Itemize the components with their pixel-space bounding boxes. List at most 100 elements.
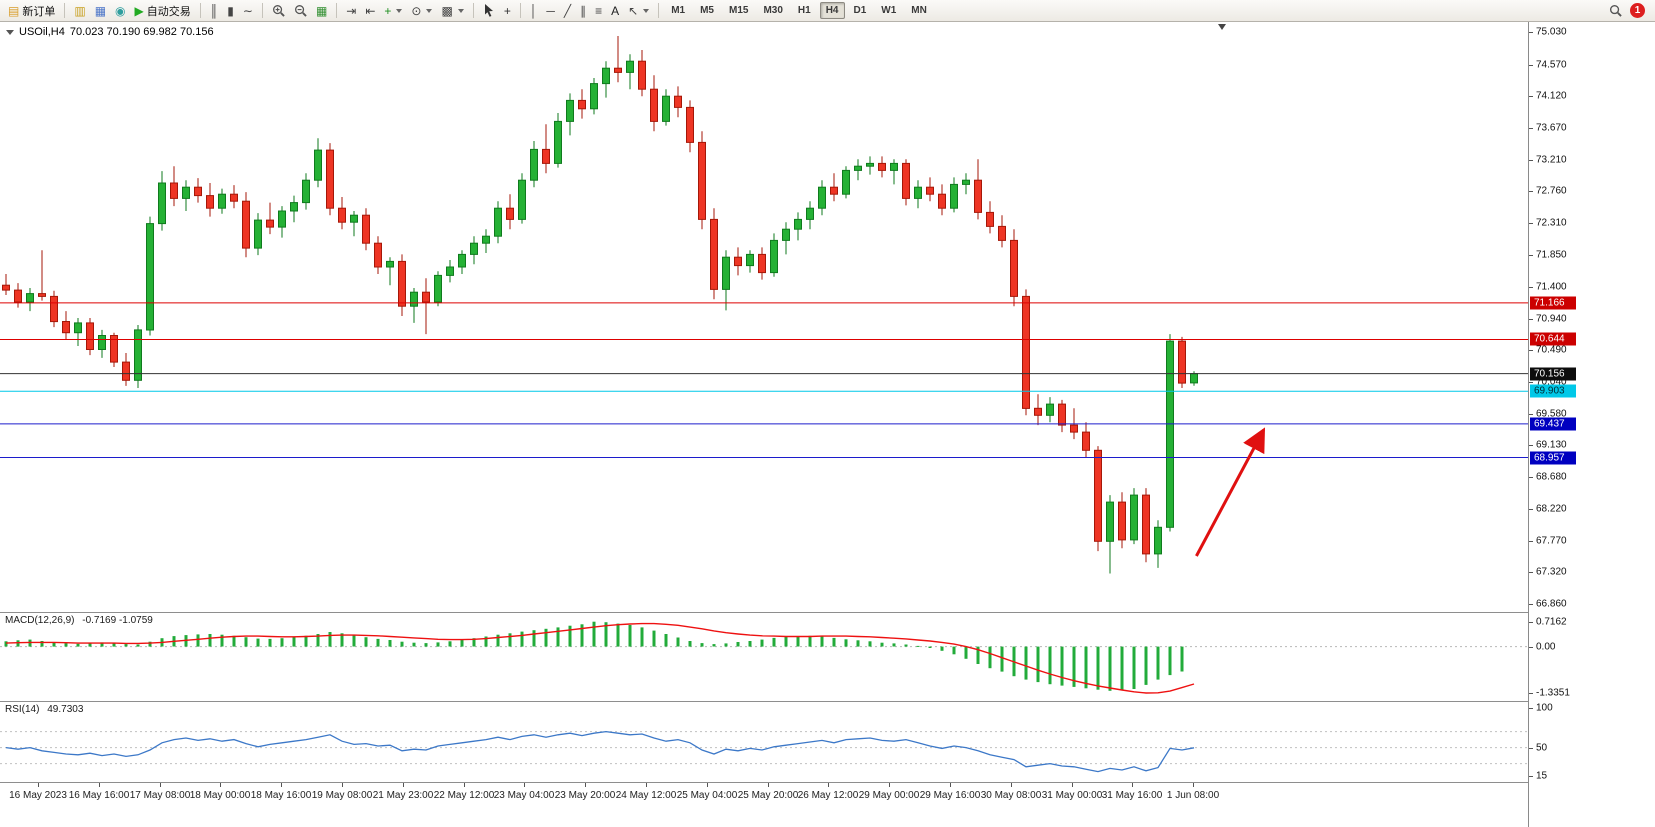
macd-plot[interactable] <box>0 613 1528 701</box>
autotrading-button[interactable]: ▶ 自动交易 <box>131 0 195 21</box>
zoom-out-button[interactable] <box>290 0 311 21</box>
timeframe-m5-button[interactable]: M5 <box>700 5 714 16</box>
data-window-icon: ▦ <box>94 3 107 18</box>
horizontal-lines[interactable] <box>0 302 1528 458</box>
period-button[interactable]: ⊙ <box>407 0 436 21</box>
clock-icon: ⊙ <box>411 3 422 18</box>
zoom-in-icon <box>272 4 285 17</box>
text-icon: A <box>611 3 620 18</box>
rsi-scale-label: 15 <box>1536 770 1548 782</box>
auto-scroll-button[interactable]: ⇥ <box>342 0 360 21</box>
one-click-expander-icon[interactable] <box>6 29 14 35</box>
toolbar-separator <box>336 3 338 18</box>
pane-separator[interactable] <box>0 612 1655 613</box>
new-order-icon: ▤ <box>8 3 20 18</box>
chart-shift-marker-icon[interactable] <box>1218 24 1226 30</box>
new-order-button[interactable]: ▤ 新订单 <box>4 0 59 21</box>
chart-window[interactable]: USOil,H4 70.023 70.190 69.982 70.156 MAC… <box>0 22 1655 827</box>
timeframe-m30-button[interactable]: M30 <box>763 5 783 16</box>
time-axis-label: 18 May 16:00 <box>250 790 312 801</box>
price-axis[interactable]: 75.030 74.570 74.120 73.670 73.210 72.760 72.3… <box>1528 22 1655 827</box>
time-axis-label: 18 May 00:00 <box>189 790 251 801</box>
trendline-button[interactable]: ╱ <box>560 0 575 21</box>
price-axis-label: 68.220 <box>1536 503 1567 515</box>
timeframe-w1-button[interactable]: W1 <box>881 5 897 16</box>
fibonacci-button[interactable]: ≡ <box>591 0 606 21</box>
search-icon <box>1609 4 1622 17</box>
crosshair-button[interactable]: + <box>500 0 515 21</box>
price-axis-label: 70.490 <box>1536 344 1567 356</box>
search-button[interactable] <box>1605 0 1626 21</box>
timeframe-m15-button[interactable]: M15 <box>729 5 749 16</box>
cursor-button[interactable] <box>479 0 499 21</box>
line-chart-button[interactable]: ∼ <box>239 0 257 21</box>
chart-shift-icon: ⇤ <box>365 3 376 18</box>
candlestick-plot[interactable] <box>0 22 1528 612</box>
rsi-plot[interactable] <box>0 702 1528 782</box>
price-axis-label: 72.310 <box>1536 217 1567 229</box>
time-axis-label: 30 May 08:00 <box>980 790 1042 801</box>
candles[interactable] <box>2 36 1198 574</box>
market-watch-button[interactable]: ▥ <box>70 0 89 21</box>
dropdown-caret-icon <box>643 8 650 13</box>
channel-button[interactable]: ∥ <box>576 0 590 21</box>
macd-pane[interactable]: MACD(12,26,9) -0.7169 -1.0759 <box>0 613 1528 701</box>
timeframe-m1-button[interactable]: M1 <box>671 5 686 16</box>
price-axis-label: 67.320 <box>1536 566 1567 578</box>
price-axis-label: 70.040 <box>1536 376 1567 388</box>
arrows-button[interactable]: ↖ <box>624 0 653 21</box>
navigator-button[interactable]: ◉ <box>111 0 129 21</box>
time-axis[interactable]: 16 May 2023 16 May 16:00 17 May 08:00 18 Ma… <box>0 783 1528 813</box>
price-axis-label: 72.760 <box>1536 185 1567 197</box>
vertical-line-button[interactable]: │ <box>526 0 542 21</box>
toolbar-separator <box>519 3 521 18</box>
notification-badge[interactable]: 1 <box>1630 3 1645 18</box>
timeframe-h1-button[interactable]: H1 <box>797 5 811 16</box>
price-tag: 70.156 <box>1530 367 1576 381</box>
pane-separator[interactable] <box>0 701 1655 702</box>
time-axis-label: 23 May 20:00 <box>554 790 616 801</box>
toolbar-separator <box>658 3 660 18</box>
time-axis-label: 29 May 16:00 <box>919 790 981 801</box>
rsi-pane[interactable]: RSI(14) 49.7303 <box>0 702 1528 782</box>
timeframe-h4-button[interactable]: H4 <box>819 2 845 19</box>
new-chart-button[interactable]: + <box>380 0 406 21</box>
bar-chart-button[interactable]: ║ <box>206 0 223 21</box>
chart-shift-button[interactable]: ⇤ <box>361 0 379 21</box>
auto-scroll-icon: ⇥ <box>346 3 357 18</box>
channel-icon: ∥ <box>580 3 587 18</box>
time-axis-separator <box>0 782 1655 783</box>
data-window-button[interactable]: ▦ <box>91 0 110 21</box>
text-button[interactable]: A <box>607 0 623 21</box>
time-axis-label: 19 May 08:00 <box>311 790 373 801</box>
horizontal-line-button[interactable]: ─ <box>542 0 559 21</box>
trend-arrow[interactable] <box>1195 427 1266 557</box>
timeframe-mn-button[interactable]: MN <box>911 5 927 16</box>
candlestick-icon: ▮ <box>227 3 234 18</box>
time-axis-label: 17 May 08:00 <box>129 790 191 801</box>
tile-windows-button[interactable]: ▦ <box>312 0 331 21</box>
price-axis-label: 75.030 <box>1536 26 1567 38</box>
rsi-scale-label: 100 <box>1536 702 1553 714</box>
macd-scale-label: 0.7162 <box>1536 616 1567 628</box>
candlestick-chart-button[interactable]: ▮ <box>223 0 238 21</box>
main-chart-pane[interactable]: USOil,H4 70.023 70.190 69.982 70.156 <box>0 22 1528 612</box>
zoom-in-button[interactable] <box>268 0 289 21</box>
price-axis-label: 68.680 <box>1536 471 1567 483</box>
toolbar-separator <box>64 3 66 18</box>
price-tag: 68.957 <box>1530 451 1576 465</box>
rsi-name: RSI(14) <box>5 704 40 715</box>
timeframe-d1-button[interactable]: D1 <box>853 5 867 16</box>
chart-title: USOil,H4 70.023 70.190 69.982 70.156 <box>6 26 214 38</box>
macd-histogram <box>4 621 1184 691</box>
time-axis-label: 23 May 04:00 <box>493 790 555 801</box>
zoom-out-icon <box>294 4 307 17</box>
price-tag: 71.166 <box>1530 296 1576 310</box>
crosshair-icon: + <box>503 3 511 18</box>
time-axis-label: 16 May 2023 <box>9 790 67 801</box>
template-button[interactable]: ▩ <box>437 0 467 21</box>
price-tag: 69.437 <box>1530 417 1576 431</box>
template-icon: ▩ <box>441 3 453 18</box>
price-axis-label: 69.580 <box>1536 408 1567 420</box>
